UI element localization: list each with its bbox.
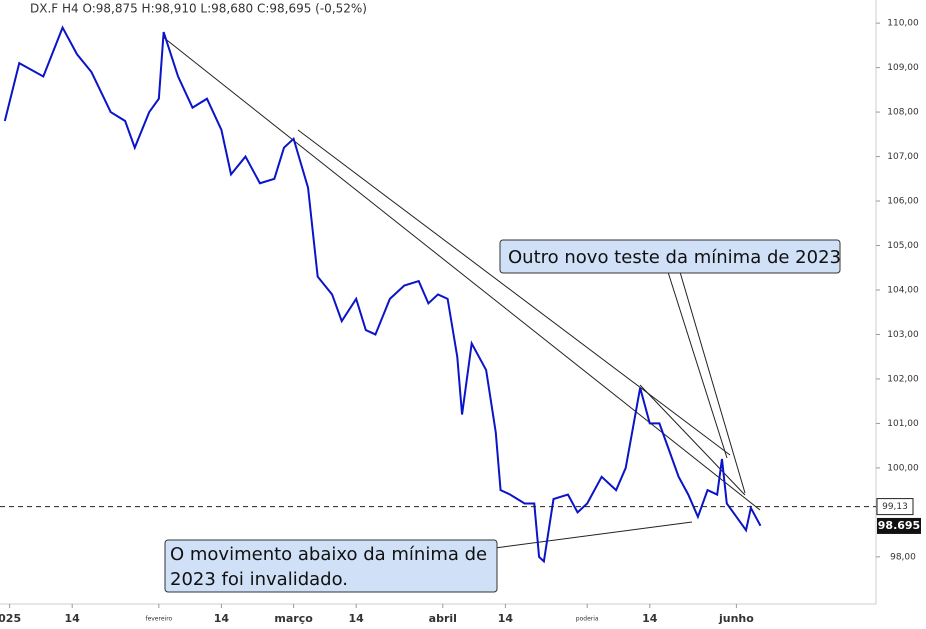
x-tick-label: 14 (214, 612, 230, 625)
callout-text: O movimento abaixo da mínima de (170, 544, 487, 565)
x-tick-label: março (274, 612, 313, 625)
y-tick-label: 104,00 (887, 285, 919, 295)
chart-title: DX.F H4 O:98,875 H:98,910 L:98,680 C:98,… (30, 2, 367, 16)
callout-text: Outro novo teste da mínima de 2023 (508, 247, 841, 268)
reference-label-box (876, 498, 914, 516)
y-tick-label: 108,00 (887, 108, 919, 118)
price-label: 98.695 (878, 519, 920, 532)
y-tick-label: 106,00 (887, 197, 919, 207)
x-tick-label: 14 (498, 612, 514, 625)
x-tick-label: fevereiro (145, 616, 172, 623)
x-tick-label: 14 (642, 612, 658, 625)
y-tick-label: 102,00 (887, 374, 919, 384)
y-tick-label: 101,00 (887, 419, 919, 429)
x-tick-label: poderia (576, 616, 599, 623)
callout-text: 2023 foi invalidado. (170, 569, 348, 590)
y-tick-label: 107,00 (887, 152, 919, 162)
x-tick-label: 14 (65, 612, 81, 625)
y-tick-label: 110,00 (887, 19, 919, 29)
callout-box (499, 239, 841, 274)
x-tick-label: 025 (0, 612, 21, 625)
y-tick-label: 100,00 (887, 463, 919, 473)
callout-box (164, 539, 498, 593)
price-label-box (877, 517, 921, 534)
y-tick-label: 98,00 (890, 552, 916, 562)
y-tick-label: 105,00 (887, 241, 919, 251)
y-tick-label: 109,00 (887, 63, 919, 73)
price-line (3, 25, 762, 564)
x-tick-label: 14 (349, 612, 365, 625)
reference-label: 99,13 (882, 502, 908, 512)
trend-lines (162, 36, 761, 549)
y-tick-label: 103,00 (887, 330, 919, 340)
x-tick-label: abril (429, 612, 457, 625)
x-tick-label: junho (718, 612, 754, 625)
